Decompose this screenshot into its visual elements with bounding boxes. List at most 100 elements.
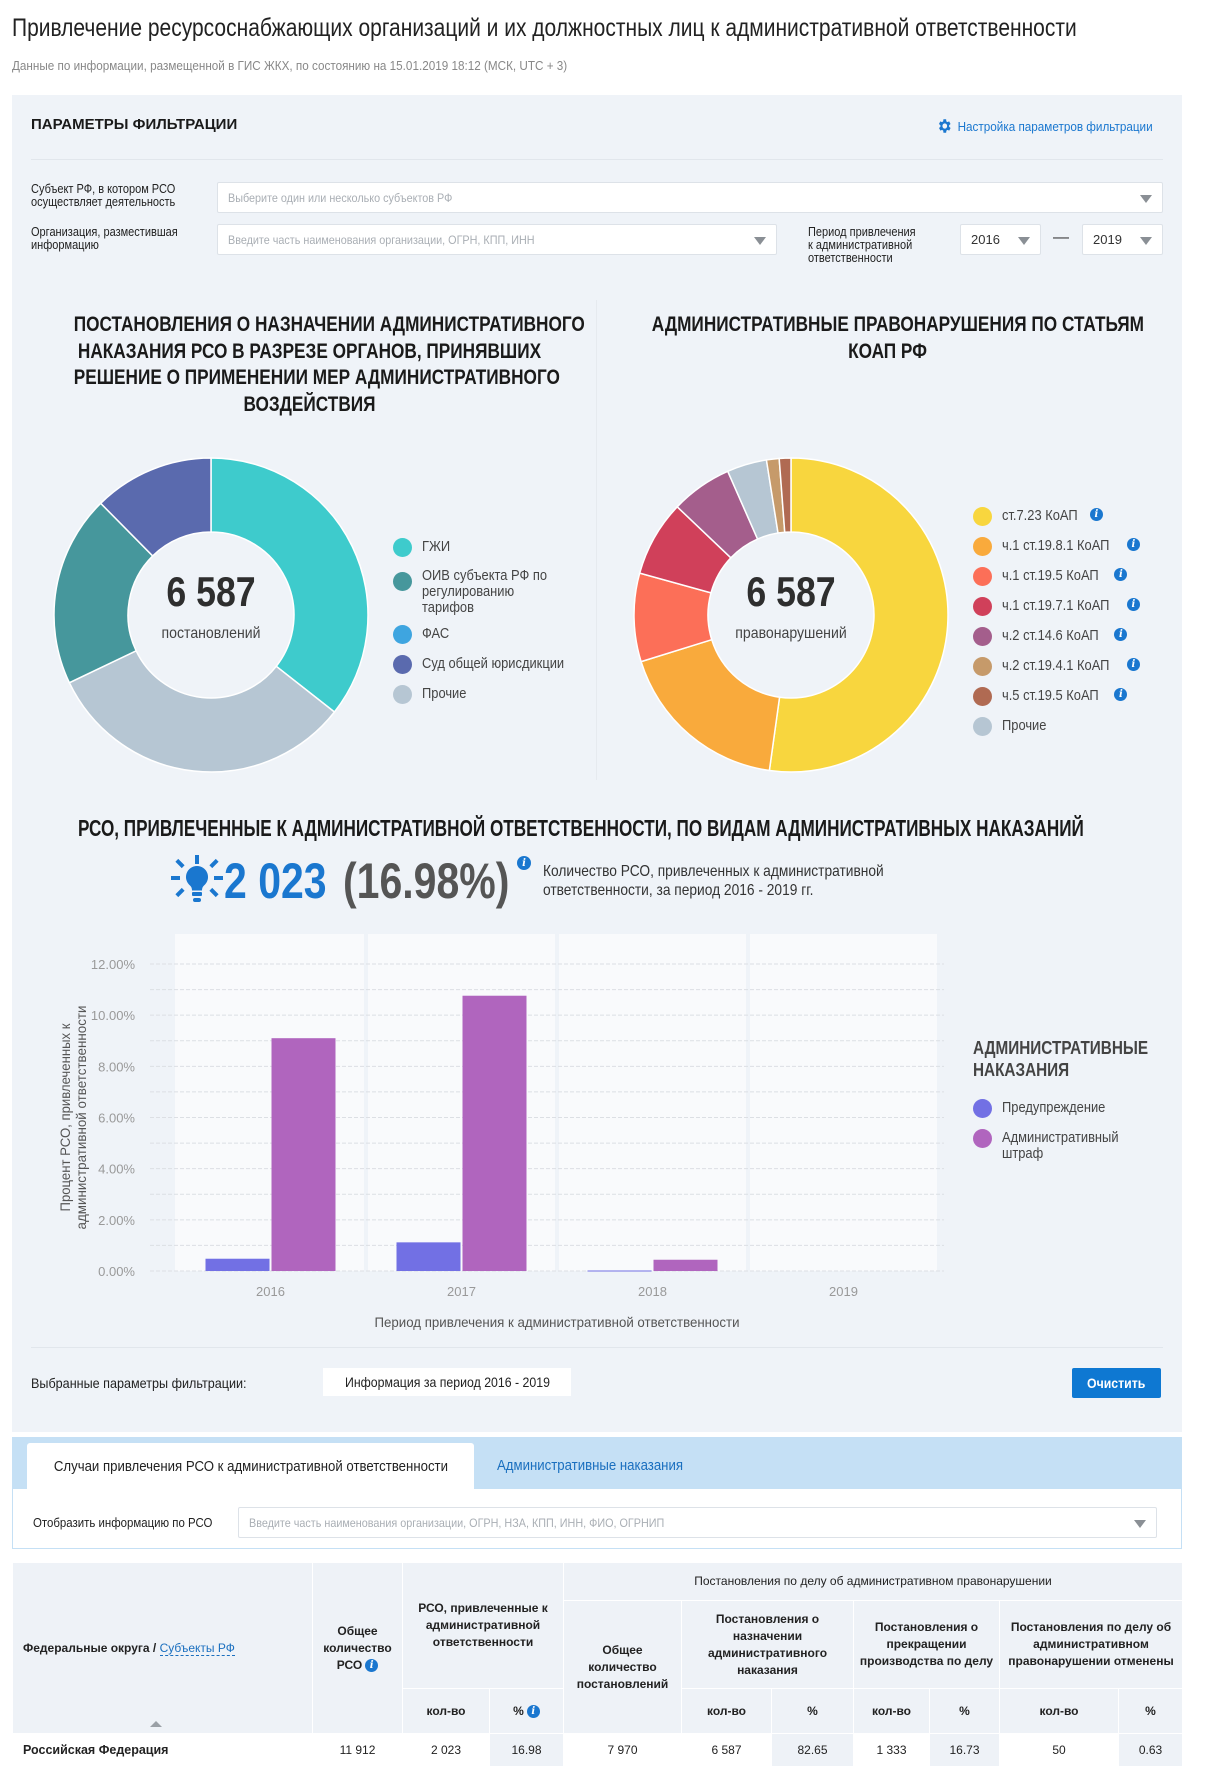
legend-label: ГЖИ xyxy=(422,538,451,555)
clear-button[interactable]: Очистить xyxy=(1072,1368,1161,1398)
donut2-center-value: 6 587 xyxy=(746,568,836,615)
tab-penalties[interactable]: Административные наказания xyxy=(497,1457,708,1474)
donut2-title-line: АДМИНИСТРАТИВНЫЕ ПРАВОНАРУШЕНИЯ ПО СТАТЬ… xyxy=(651,313,1144,336)
col-total-rso-label: Общее количество РСО xyxy=(323,1623,392,1672)
legend-label: Предупреждение xyxy=(1002,1099,1106,1116)
legend-item[interactable]: ч.5 ст.19.5 КоАП i xyxy=(973,687,1128,706)
filter-settings-link[interactable]: Настройка параметров фильтрации xyxy=(936,117,1153,135)
subject-placeholder: Выберите один или несколько субъектов РФ xyxy=(228,190,453,205)
donut1-title-line: НАКАЗАНИЯ РСО В РАЗРЕЗЕ ОРГАНОВ, ПРИНЯВШ… xyxy=(77,339,542,363)
cell-region[interactable]: Российская Федерация xyxy=(12,1733,313,1767)
legend-dot xyxy=(393,572,412,591)
donut1-title-line: ВОЗДЕЙСТВИЯ xyxy=(243,392,376,416)
bar-Предупреждение[interactable] xyxy=(396,1242,461,1271)
bar-Административный штраф[interactable] xyxy=(271,1038,336,1271)
info-icon[interactable]: i xyxy=(1126,598,1140,611)
info-icon[interactable]: i xyxy=(1114,568,1128,581)
legend-label: ч.2 ст.14.6 КоАП xyxy=(1002,627,1099,644)
col-rso-pct: % i xyxy=(489,1688,564,1734)
col-rso-pct-label: % xyxy=(513,1703,524,1718)
filter-heading: ПАРАМЕТРЫ ФИЛЬТРАЦИИ xyxy=(31,116,238,133)
info-icon[interactable]: i xyxy=(1114,628,1128,641)
bar-legend-fine[interactable]: Административный штраф xyxy=(973,1129,1152,1162)
org-select[interactable]: Введите часть наименования организации, … xyxy=(217,224,777,255)
cell-rso-qty: 2 023 xyxy=(402,1733,490,1767)
donut-slice[interactable] xyxy=(99,457,212,558)
chevron-down-icon xyxy=(1134,1520,1146,1528)
col-total-decisions: Общее количество постановлений xyxy=(563,1600,682,1734)
bar-legend-title: АДМИНИСТРАТИВНЫЕ НАКАЗАНИЯ xyxy=(973,1038,1149,1080)
donut-slice[interactable] xyxy=(778,457,792,534)
bar-Административный штраф[interactable] xyxy=(462,995,527,1271)
period-to-value: 2019 xyxy=(1093,232,1122,247)
rso-search-select[interactable]: Введите часть наименования организации, … xyxy=(238,1507,1157,1538)
legend-item-gzhi[interactable]: ГЖИ xyxy=(393,538,455,557)
summary-description-line: ответственности, за период 2016 - 2019 г… xyxy=(543,882,814,899)
col-termination-pct: % xyxy=(929,1688,1000,1734)
bar-Административный штраф[interactable] xyxy=(653,1259,718,1271)
donut-slice[interactable] xyxy=(640,638,781,772)
legend-dot xyxy=(973,1129,992,1148)
info-icon[interactable]: i xyxy=(1089,508,1103,521)
x-tick-label: 2016 xyxy=(256,1284,285,1299)
lightbulb-icon xyxy=(171,855,223,902)
legend-label: ч.2 ст.19.4.1 КоАП xyxy=(1002,657,1110,674)
info-icon[interactable]: i xyxy=(1114,688,1128,701)
summary-description-line: Количество РСО, привлеченных к администр… xyxy=(543,863,884,880)
legend-item[interactable]: ч.1 ст.19.5 КоАП i xyxy=(973,567,1128,586)
y-tick-label: 4.00% xyxy=(98,1162,135,1177)
gear-icon xyxy=(938,119,951,133)
bar-Предупреждение[interactable] xyxy=(587,1270,652,1272)
legend-item-fas[interactable]: ФАС xyxy=(393,625,454,644)
cell-termination-pct: 16.73 xyxy=(929,1733,1000,1767)
col-cancelled: Постановления по делу об административно… xyxy=(999,1600,1183,1689)
sort-asc-icon[interactable] xyxy=(150,1721,162,1727)
info-icon[interactable]: i xyxy=(1126,538,1140,551)
col-cancelled-qty: кол-во xyxy=(999,1688,1119,1734)
info-icon[interactable]: i xyxy=(1126,658,1140,671)
summary-percent: (16.98%) xyxy=(343,853,510,909)
chevron-down-icon xyxy=(1140,195,1152,203)
legend-dot xyxy=(393,685,412,704)
legend-item[interactable]: ч.2 ст.14.6 КоАП i xyxy=(973,627,1128,646)
selected-filter-chip[interactable]: Информация за период 2016 - 2019 xyxy=(323,1368,571,1396)
filter-divider xyxy=(31,159,1163,160)
col-region[interactable]: Федеральные округа / Субъекты РФ xyxy=(12,1562,313,1734)
legend-label: ч.1 ст.19.8.1 КоАП xyxy=(1002,537,1110,554)
legend-dot xyxy=(973,687,992,706)
period-from-select[interactable]: 2016 xyxy=(960,224,1041,255)
legend-label: ст.7.23 КоАП xyxy=(1002,507,1078,524)
legend-item[interactable]: ч.1 ст.19.7.1 КоАП i xyxy=(973,597,1140,616)
col-cancelled-pct: % xyxy=(1118,1688,1183,1734)
period-to-select[interactable]: 2019 xyxy=(1082,224,1163,255)
donut-slice[interactable] xyxy=(210,457,369,714)
cell-total-decisions: 7 970 xyxy=(563,1733,682,1767)
x-axis-title: Период привлечения к административной от… xyxy=(375,1314,740,1330)
legend-item-court[interactable]: Суд общей юрисдикции xyxy=(393,655,587,674)
legend-label-line: ОИВ субъекта РФ по xyxy=(422,567,548,584)
legend-item-other[interactable]: Прочие xyxy=(393,685,474,704)
subjects-link[interactable]: Субъекты РФ xyxy=(159,1640,235,1656)
legend-label: ч.1 ст.19.5 КоАП xyxy=(1002,567,1099,584)
y-tick-label: 6.00% xyxy=(98,1111,135,1126)
legend-label: ОИВ субъекта РФ по регулированию тарифов xyxy=(422,568,547,616)
donut-slice[interactable] xyxy=(68,649,336,773)
donut-slice[interactable] xyxy=(53,502,154,684)
bar-Предупреждение[interactable] xyxy=(205,1258,270,1271)
legend-item-oiv[interactable]: ОИВ субъекта РФ по регулированию тарифов xyxy=(393,568,567,616)
legend-item[interactable]: Прочие xyxy=(973,717,1054,736)
legend-label-line: регулированию xyxy=(422,583,515,600)
bar-legend-warning[interactable]: Предупреждение xyxy=(973,1099,1122,1118)
donut-slice[interactable] xyxy=(768,457,949,773)
info-icon[interactable]: i xyxy=(365,1658,379,1672)
summary-count: 2 023 xyxy=(224,853,327,909)
info-icon[interactable]: i xyxy=(517,856,531,870)
legend-item[interactable]: ч.1 ст.19.8.1 КоАП i xyxy=(973,537,1140,556)
info-icon[interactable]: i xyxy=(526,1704,540,1718)
table-row[interactable]: Российская Федерация 11 912 2 023 16.98 … xyxy=(12,1733,1183,1767)
tab-cases[interactable]: Случаи привлечения РСО к административно… xyxy=(27,1443,474,1489)
legend-item[interactable]: ч.2 ст.19.4.1 КоАП i xyxy=(973,657,1140,676)
donut1-title: ПОСТАНОВЛЕНИЯ О НАЗНАЧЕНИИ АДМИНИСТРАТИВ… xyxy=(22,312,597,418)
subject-select[interactable]: Выберите один или несколько субъектов РФ xyxy=(217,182,1163,213)
legend-item[interactable]: ст.7.23 КоАП i xyxy=(973,507,1103,526)
